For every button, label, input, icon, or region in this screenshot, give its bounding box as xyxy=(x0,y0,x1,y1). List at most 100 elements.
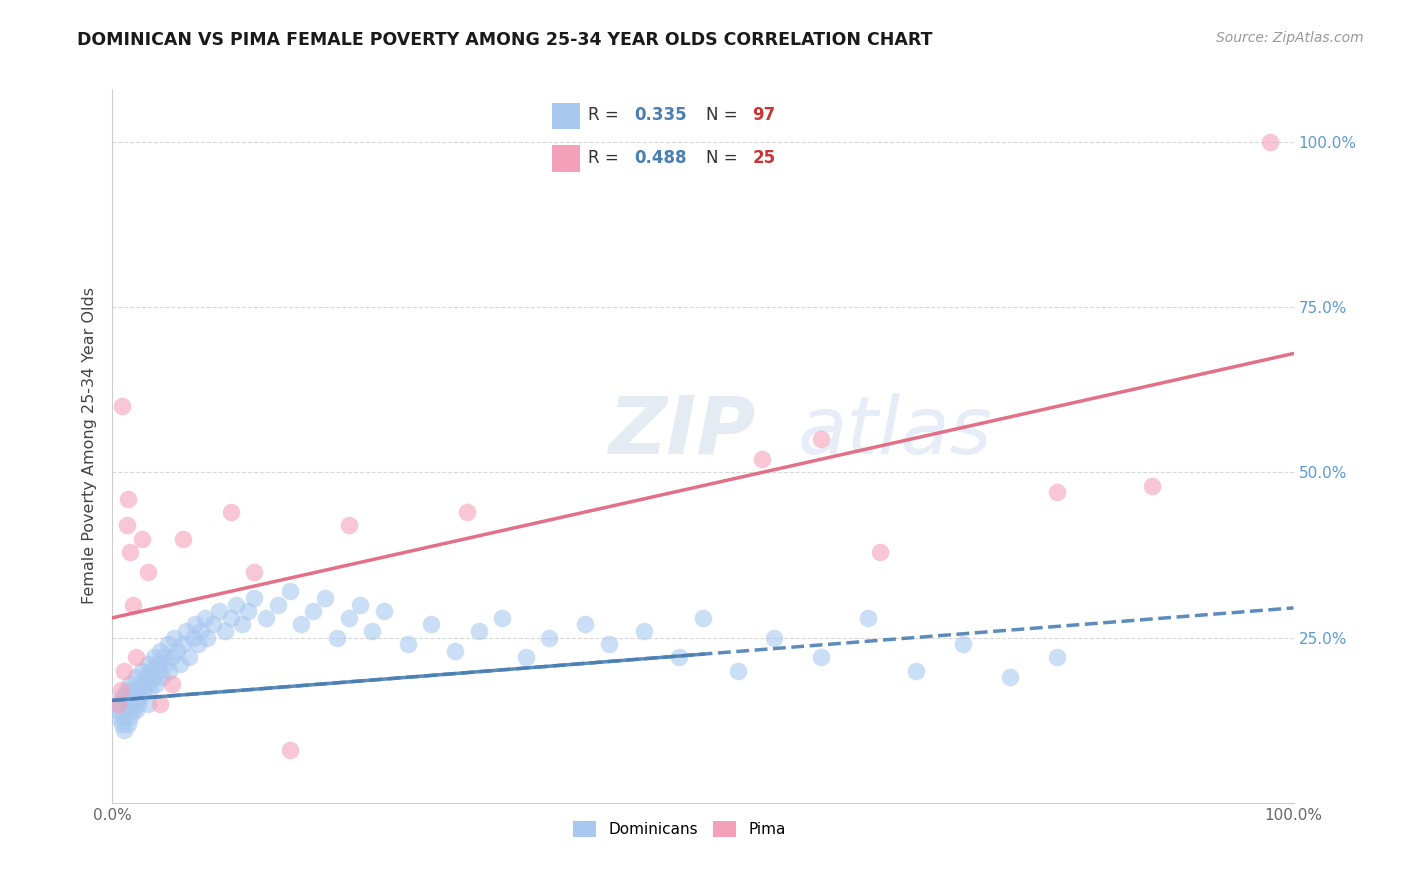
Point xyxy=(169,657,191,671)
Point xyxy=(127,683,149,698)
Point xyxy=(112,664,135,678)
Point xyxy=(225,598,247,612)
Point xyxy=(115,518,138,533)
Point xyxy=(810,433,832,447)
Text: N =: N = xyxy=(706,149,742,167)
Point xyxy=(125,690,148,704)
Text: DOMINICAN VS PIMA FEMALE POVERTY AMONG 25-34 YEAR OLDS CORRELATION CHART: DOMINICAN VS PIMA FEMALE POVERTY AMONG 2… xyxy=(77,31,932,49)
Point xyxy=(149,697,172,711)
Point xyxy=(278,743,301,757)
Point xyxy=(131,677,153,691)
Point xyxy=(120,710,142,724)
Text: R =: R = xyxy=(588,149,624,167)
Point xyxy=(160,677,183,691)
Point xyxy=(491,611,513,625)
Point xyxy=(238,604,260,618)
Text: 25: 25 xyxy=(752,149,776,167)
Point xyxy=(326,631,349,645)
Point xyxy=(195,631,218,645)
Point xyxy=(179,650,201,665)
Point xyxy=(121,703,143,717)
Point xyxy=(337,518,360,533)
Point xyxy=(136,697,159,711)
Point xyxy=(467,624,489,638)
Point xyxy=(117,697,139,711)
Point xyxy=(152,650,174,665)
Point xyxy=(136,677,159,691)
Legend: Dominicans, Pima: Dominicans, Pima xyxy=(565,814,793,845)
Point xyxy=(149,644,172,658)
Point xyxy=(214,624,236,638)
Point xyxy=(231,617,253,632)
Bar xyxy=(553,103,579,129)
Point xyxy=(172,532,194,546)
Point xyxy=(1258,135,1281,149)
Point xyxy=(117,716,139,731)
Point xyxy=(538,631,561,645)
Point xyxy=(858,611,880,625)
Point xyxy=(373,604,395,618)
Point xyxy=(254,611,277,625)
Point xyxy=(157,664,180,678)
Point xyxy=(120,677,142,691)
Point xyxy=(574,617,596,632)
Point xyxy=(110,697,132,711)
Point xyxy=(131,532,153,546)
Point xyxy=(150,670,173,684)
Point xyxy=(117,491,139,506)
Point xyxy=(998,670,1021,684)
Bar xyxy=(553,145,579,171)
Point xyxy=(337,611,360,625)
Text: 0.488: 0.488 xyxy=(634,149,688,167)
Point xyxy=(456,505,478,519)
Point xyxy=(122,697,145,711)
Text: Source: ZipAtlas.com: Source: ZipAtlas.com xyxy=(1216,31,1364,45)
Point xyxy=(349,598,371,612)
Point xyxy=(134,683,156,698)
Point xyxy=(136,565,159,579)
Point xyxy=(139,683,162,698)
Point xyxy=(107,697,129,711)
Text: 0.335: 0.335 xyxy=(634,106,688,124)
Point xyxy=(111,400,134,414)
Point xyxy=(668,650,690,665)
Point xyxy=(115,683,138,698)
Point xyxy=(190,624,212,638)
Point xyxy=(141,664,163,678)
Point xyxy=(174,624,197,638)
Text: 97: 97 xyxy=(752,106,776,124)
Point xyxy=(107,710,129,724)
Text: atlas: atlas xyxy=(797,392,993,471)
Point xyxy=(145,677,167,691)
Point xyxy=(166,644,188,658)
Point xyxy=(184,617,207,632)
Point xyxy=(142,670,165,684)
Point xyxy=(1046,650,1069,665)
Point xyxy=(243,565,266,579)
Text: ZIP: ZIP xyxy=(609,392,756,471)
Point xyxy=(810,650,832,665)
Point xyxy=(163,631,186,645)
Text: R =: R = xyxy=(588,106,624,124)
Point xyxy=(112,723,135,738)
Point xyxy=(361,624,384,638)
Point xyxy=(120,545,142,559)
Point xyxy=(302,604,325,618)
Text: N =: N = xyxy=(706,106,742,124)
Point xyxy=(115,703,138,717)
Point xyxy=(131,664,153,678)
Point xyxy=(762,631,785,645)
Point xyxy=(515,650,537,665)
Point xyxy=(904,664,927,678)
Point xyxy=(396,637,419,651)
Point xyxy=(1140,478,1163,492)
Point xyxy=(125,670,148,684)
Point xyxy=(243,591,266,605)
Point xyxy=(219,611,242,625)
Point xyxy=(1046,485,1069,500)
Point xyxy=(155,657,177,671)
Point xyxy=(121,690,143,704)
Point xyxy=(111,690,134,704)
Y-axis label: Female Poverty Among 25-34 Year Olds: Female Poverty Among 25-34 Year Olds xyxy=(82,287,97,605)
Point xyxy=(160,650,183,665)
